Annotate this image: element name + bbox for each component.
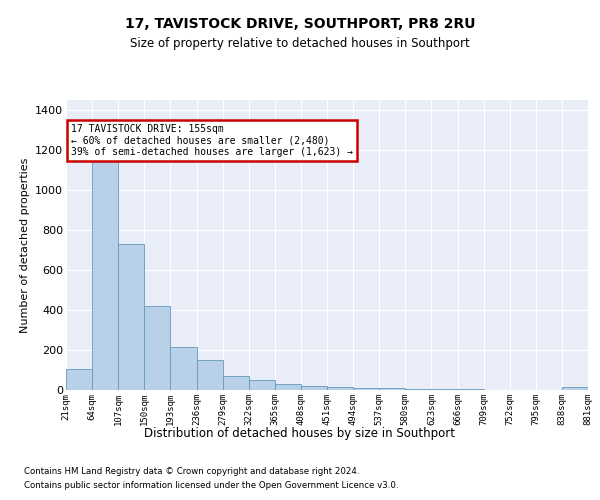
Bar bbox=[379, 388, 406, 390]
Bar bbox=[406, 389, 431, 390]
Bar bbox=[301, 386, 327, 390]
Text: 17 TAVISTOCK DRIVE: 155sqm
← 60% of detached houses are smaller (2,480)
39% of s: 17 TAVISTOCK DRIVE: 155sqm ← 60% of deta… bbox=[71, 124, 353, 157]
Bar bbox=[275, 384, 301, 390]
Bar bbox=[145, 306, 170, 390]
Bar bbox=[562, 387, 588, 390]
Bar bbox=[66, 369, 92, 390]
Text: Distribution of detached houses by size in Southport: Distribution of detached houses by size … bbox=[145, 428, 455, 440]
Bar bbox=[353, 388, 379, 390]
Bar bbox=[223, 376, 249, 390]
Text: 17, TAVISTOCK DRIVE, SOUTHPORT, PR8 2RU: 17, TAVISTOCK DRIVE, SOUTHPORT, PR8 2RU bbox=[125, 18, 475, 32]
Text: Size of property relative to detached houses in Southport: Size of property relative to detached ho… bbox=[130, 38, 470, 51]
Text: Contains HM Land Registry data © Crown copyright and database right 2024.: Contains HM Land Registry data © Crown c… bbox=[24, 468, 359, 476]
Bar bbox=[431, 389, 458, 390]
Bar bbox=[170, 347, 197, 390]
Bar bbox=[327, 387, 353, 390]
Text: Contains public sector information licensed under the Open Government Licence v3: Contains public sector information licen… bbox=[24, 481, 398, 490]
Y-axis label: Number of detached properties: Number of detached properties bbox=[20, 158, 29, 332]
Bar bbox=[249, 380, 275, 390]
Bar bbox=[92, 158, 118, 390]
Bar bbox=[197, 360, 223, 390]
Bar bbox=[118, 244, 145, 390]
